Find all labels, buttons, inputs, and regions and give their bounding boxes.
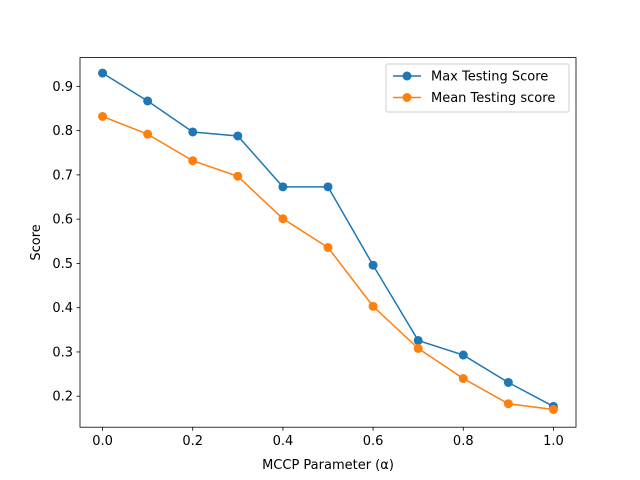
- x-tick-label: 0.6: [363, 434, 384, 449]
- series-2-point: [413, 343, 423, 353]
- y-tick-label: 0.7: [52, 168, 73, 183]
- x-tick-label: 0.2: [182, 434, 203, 449]
- series-2-point: [458, 374, 468, 384]
- y-tick-label: 0.8: [52, 124, 73, 139]
- axes-frame: [79, 57, 577, 428]
- y-axis-label: Score: [29, 224, 44, 260]
- y-axis: 0.2 0.3 0.4 0.5 0.6 0.7 0.8 0.9: [52, 80, 80, 405]
- series-1-point: [323, 182, 333, 192]
- y-tick-label: 0.9: [52, 80, 73, 95]
- series-2-point: [143, 129, 153, 139]
- legend: Max Testing Score Mean Testing score: [385, 63, 570, 113]
- series-1-point: [98, 68, 108, 78]
- series-2-point: [323, 242, 333, 252]
- legend-marker-1: [402, 71, 412, 81]
- x-tick-label: 0.0: [92, 434, 113, 449]
- series-1-point: [413, 335, 423, 345]
- y-tick-label: 0.4: [52, 301, 73, 316]
- y-tick-label: 0.2: [52, 390, 73, 405]
- series-2-point: [548, 404, 558, 414]
- series-2-point: [188, 156, 198, 166]
- legend-label-1: Max Testing Score: [431, 70, 548, 85]
- x-axis: 0.0 0.2 0.4 0.6 0.8 1.0: [92, 427, 564, 449]
- series-1-point: [368, 260, 378, 270]
- plot-area: [98, 68, 558, 414]
- x-tick-label: 0.4: [273, 434, 294, 449]
- y-tick-label: 0.3: [52, 345, 73, 360]
- series-2-point: [278, 214, 288, 224]
- series-1-point: [143, 96, 153, 106]
- x-tick-label: 1.0: [543, 434, 564, 449]
- y-tick-label: 0.6: [52, 213, 73, 228]
- x-tick-label: 0.8: [453, 434, 474, 449]
- series-1-point: [278, 182, 288, 192]
- legend-box: [385, 63, 570, 113]
- series-1-point: [188, 127, 198, 137]
- y-tick-label: 0.5: [52, 257, 73, 272]
- series-2-point: [98, 111, 108, 121]
- legend-marker-2: [402, 93, 412, 102]
- series-1-point: [458, 350, 468, 360]
- series-2-point: [368, 301, 378, 311]
- series-2-point: [503, 399, 513, 409]
- x-axis-label: MCCP Parameter (α): [262, 458, 394, 473]
- series-1-point: [233, 131, 243, 141]
- series-1-point: [503, 377, 513, 387]
- series-2-point: [233, 171, 243, 181]
- legend-label-2: Mean Testing score: [431, 91, 555, 106]
